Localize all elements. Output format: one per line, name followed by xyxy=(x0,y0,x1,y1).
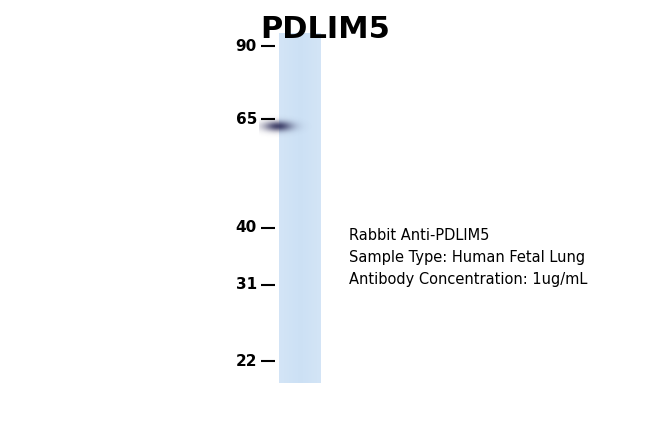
Text: 22: 22 xyxy=(235,354,257,368)
Text: 65: 65 xyxy=(235,112,257,126)
Text: Sample Type: Human Fetal Lung: Sample Type: Human Fetal Lung xyxy=(349,250,585,265)
Text: PDLIM5: PDLIM5 xyxy=(260,15,390,44)
Text: Antibody Concentration: 1ug/mL: Antibody Concentration: 1ug/mL xyxy=(349,272,588,287)
Text: 90: 90 xyxy=(236,39,257,54)
Text: Rabbit Anti-PDLIM5: Rabbit Anti-PDLIM5 xyxy=(349,228,489,243)
Text: 40: 40 xyxy=(236,220,257,235)
Text: 31: 31 xyxy=(236,277,257,292)
